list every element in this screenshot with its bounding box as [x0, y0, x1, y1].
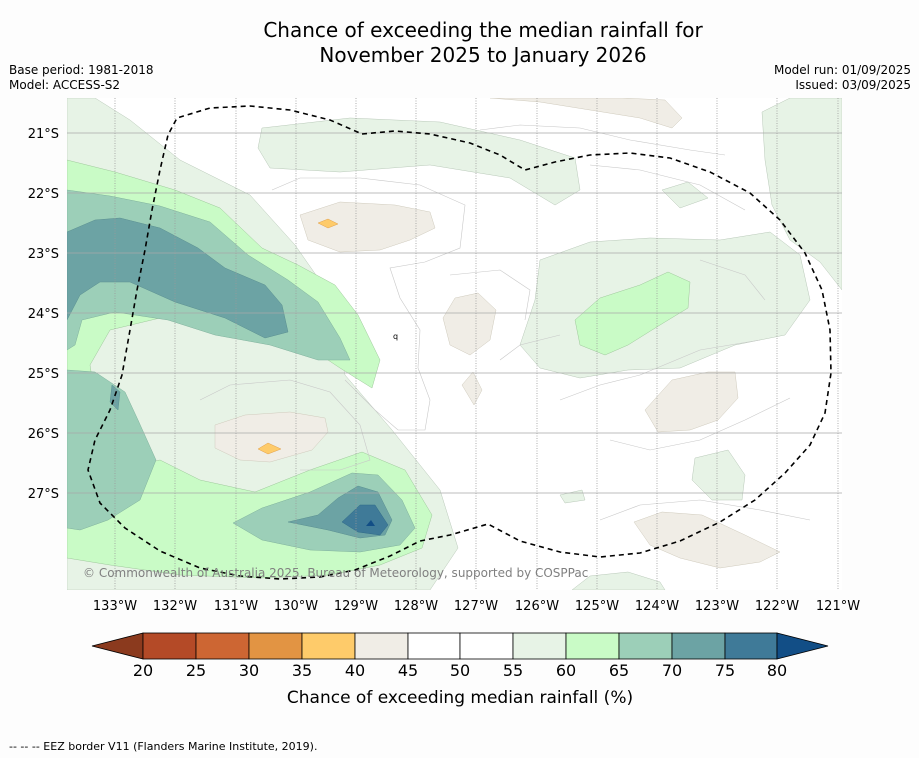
lon-label: 128°W — [394, 599, 438, 614]
colorbar-tick: 35 — [292, 661, 312, 680]
colorbar-tick: 55 — [503, 661, 523, 680]
colorbar-tick: 65 — [609, 661, 629, 680]
lon-label: 127°W — [454, 599, 498, 614]
lon-label: 132°W — [153, 599, 197, 614]
lat-label: 24°S — [28, 307, 59, 322]
stray-label: q — [393, 332, 398, 341]
colorbar-swatch — [195, 632, 250, 660]
colorbar-swatch — [407, 632, 461, 660]
lon-label: 129°W — [334, 599, 378, 614]
colorbar: 20 25 30 35 40 45 50 55 60 65 70 75 80 C… — [91, 632, 829, 708]
colorbar-swatch — [301, 632, 356, 660]
colorbar-swatch — [618, 632, 673, 660]
colorbar-swatch — [354, 632, 409, 660]
copyright-note: © Commonwealth of Australia 2025, Bureau… — [83, 566, 588, 580]
colorbar-tick: 40 — [345, 661, 365, 680]
graticule-parallels — [67, 132, 842, 494]
lat-label: 25°S — [28, 367, 59, 382]
colorbar-high-extend — [776, 632, 829, 660]
colorbar-tick: 45 — [398, 661, 418, 680]
lat-label: 21°S — [28, 127, 59, 142]
contour-75-80 — [341, 504, 389, 536]
graticule-meridians — [114, 98, 839, 590]
colorbar-low-extend — [91, 632, 144, 660]
colorbar-title: Chance of exceeding median rainfall (%) — [287, 688, 633, 708]
colorbar-tick: 25 — [186, 661, 206, 680]
eez-border — [87, 105, 832, 580]
colorbar-tick: 70 — [662, 661, 682, 680]
lat-label: 26°S — [28, 427, 59, 442]
lon-label: 121°W — [816, 599, 860, 614]
colorbar-swatch — [512, 632, 567, 660]
title-line-1: Chance of exceeding the median rainfall … — [263, 18, 703, 42]
map-title: Chance of exceeding the median rainfall … — [0, 18, 919, 68]
meta-left: Base period: 1981-2018 Model: ACCESS-S2 — [9, 63, 154, 93]
model-run: Model run: 01/09/2025 — [773, 63, 911, 77]
lat-label: 27°S — [28, 487, 59, 502]
lon-label: 125°W — [575, 599, 619, 614]
lon-label: 131°W — [214, 599, 258, 614]
contour-above-80 — [366, 520, 375, 526]
colorbar-tick: 75 — [715, 661, 735, 680]
base-period: Base period: 1981-2018 — [9, 63, 154, 77]
lon-label: 133°W — [93, 599, 137, 614]
map-plot-area: q © Commonwealth of Australia 2025, Bure… — [67, 98, 842, 590]
colorbar-tick: 60 — [556, 661, 576, 680]
model-name: Model: ACCESS-S2 — [9, 78, 121, 92]
lon-label: 124°W — [635, 599, 679, 614]
colorbar-swatch — [724, 632, 778, 660]
contour-35-40 — [257, 218, 339, 455]
title-line-2: November 2025 to January 2026 — [319, 43, 647, 67]
longitude-labels: 133°W 132°W 131°W 130°W 129°W 128°W 127°… — [93, 599, 860, 614]
colorbar-tick: 50 — [450, 661, 470, 680]
latitude-labels: 21°S 22°S 23°S 24°S 25°S 26°S 27°S — [28, 127, 59, 502]
colorbar-tick: 30 — [239, 661, 259, 680]
colorbar-swatch — [565, 632, 620, 660]
lon-label: 123°W — [695, 599, 739, 614]
colorbar-tick: 80 — [767, 661, 787, 680]
contour-40-45 — [214, 98, 781, 569]
meta-right: Model run: 01/09/2025 Issued: 03/09/2025 — [774, 63, 911, 93]
colorbar-swatch — [248, 632, 303, 660]
lon-label: 130°W — [274, 599, 318, 614]
colorbar-ticks: 20 25 30 35 40 45 50 55 60 65 70 75 80 — [133, 661, 787, 680]
colorbar-tick: 20 — [133, 661, 153, 680]
lat-label: 22°S — [28, 187, 59, 202]
issued-date: Issued: 03/09/2025 — [795, 78, 911, 92]
colorbar-swatch — [142, 632, 197, 660]
lon-label: 122°W — [755, 599, 799, 614]
colorbar-swatch — [671, 632, 726, 660]
lat-label: 23°S — [28, 247, 59, 262]
lon-label: 126°W — [515, 599, 559, 614]
colorbar-swatch — [459, 632, 514, 660]
eez-footnote: -- -- -- EEZ border V11 (Flanders Marine… — [9, 740, 318, 753]
